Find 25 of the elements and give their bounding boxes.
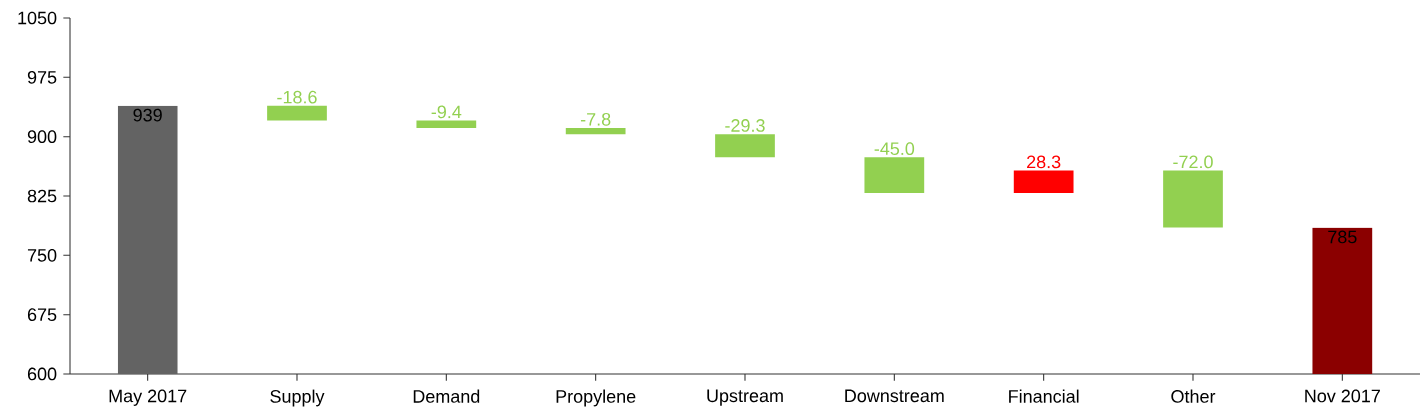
y-tick-label: 825 xyxy=(27,189,57,203)
x-tick-label: Nov 2017 xyxy=(1305,389,1380,403)
data-label: 28.3 xyxy=(1027,155,1061,169)
y-tick-label: 900 xyxy=(27,130,57,144)
data-label: -18.6 xyxy=(277,90,317,104)
y-tick-label: 975 xyxy=(27,70,57,84)
data-label: -72.0 xyxy=(1173,155,1213,169)
x-tick-label: May 2017 xyxy=(109,389,187,406)
data-label: -29.3 xyxy=(725,119,765,132)
data-label: -9.4 xyxy=(431,105,462,119)
data-label: -45.0 xyxy=(874,142,915,156)
y-tick-label: 1050 xyxy=(18,11,57,25)
x-tick-label: Financial xyxy=(1009,389,1079,403)
x-tick-label: Propylene xyxy=(556,389,636,407)
x-tick-label: Downstream xyxy=(845,389,944,403)
data-label: -7.8 xyxy=(580,112,611,126)
x-tick-label: Supply xyxy=(270,389,325,407)
x-tick-label: Demand xyxy=(413,389,480,403)
data-label: 785 xyxy=(1328,230,1357,244)
data-label: 939 xyxy=(133,108,162,122)
y-tick-label: 600 xyxy=(27,367,57,381)
x-tick-label: Upstream xyxy=(707,389,783,406)
x-tick-label: Other xyxy=(1171,389,1216,403)
y-tick-label: 750 xyxy=(27,248,57,262)
y-tick-label: 675 xyxy=(27,308,57,322)
